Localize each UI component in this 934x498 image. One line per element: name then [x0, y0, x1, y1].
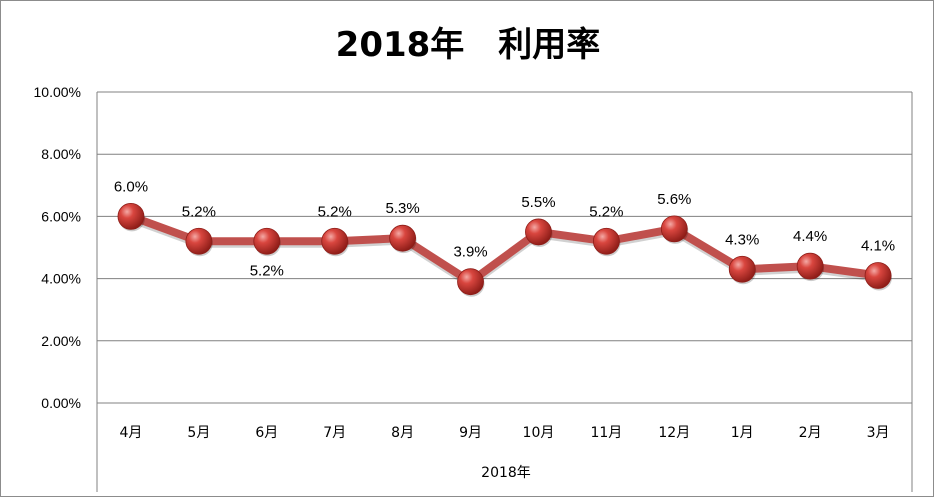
- data-point: [796, 252, 824, 280]
- x-tick-label: 7月: [323, 425, 346, 441]
- series-line: [126, 212, 883, 289]
- data-label: 3.9%: [453, 244, 487, 261]
- series-markers: [117, 202, 893, 297]
- y-tick-label: 6.00%: [41, 208, 81, 224]
- x-tick-label: 1月: [731, 425, 754, 441]
- y-tick-label: 10.00%: [34, 84, 81, 100]
- data-point: [117, 202, 145, 230]
- data-point: [525, 218, 552, 246]
- data-point: [389, 224, 417, 252]
- data-label: 5.2%: [182, 203, 216, 220]
- y-axis-ticks: 0.00% 2.00% 4.00% 6.00% 8.00% 10.00%: [34, 84, 81, 411]
- x-tick-label: 5月: [187, 425, 210, 441]
- x-tick-label: 9月: [459, 425, 482, 441]
- data-label: 5.2%: [318, 203, 352, 220]
- x-tick-label: 4月: [119, 425, 142, 441]
- x-tick-label: 8月: [391, 425, 414, 441]
- x-tick-label: 12月: [658, 425, 690, 441]
- data-point: [253, 227, 281, 255]
- y-tick-label: 4.00%: [41, 271, 81, 287]
- data-label: 5.2%: [250, 262, 284, 279]
- data-labels: 6.0% 5.2% 5.2% 5.2% 5.3% 3.9% 5.5% 5.2% 5.6% 4.3%…: [114, 178, 895, 279]
- y-tick-label: 8.00%: [41, 146, 81, 162]
- data-label: 5.6%: [657, 191, 691, 208]
- data-point: [321, 227, 349, 255]
- series-line-shadow: [129, 214, 879, 289]
- x-tick-label: 10月: [523, 425, 555, 441]
- x-tick-label: 3月: [867, 425, 890, 441]
- gridlines: [96, 91, 913, 492]
- data-point: [660, 215, 688, 243]
- chart-title: 2018年 利用率: [336, 25, 601, 65]
- y-tick-label: 0.00%: [41, 395, 81, 411]
- data-point: [592, 227, 620, 255]
- data-label: 5.5%: [521, 194, 555, 211]
- data-label: 6.0%: [114, 178, 148, 195]
- data-point: [457, 268, 484, 296]
- data-point: [185, 227, 213, 255]
- data-point: [728, 255, 756, 283]
- x-tick-label: 11月: [590, 425, 622, 441]
- x-tick-label: 2月: [799, 425, 822, 441]
- x-tick-label: 6月: [255, 425, 278, 441]
- data-label: 5.2%: [589, 203, 623, 220]
- data-label: 5.3%: [386, 200, 420, 217]
- data-label: 4.3%: [725, 231, 759, 248]
- data-label: 4.1%: [861, 237, 895, 254]
- x-axis-ticks: 4月 5月 6月 7月 8月 9月 10月 11月 12月 1月 2月 3月: [119, 425, 889, 441]
- x-axis-title: 2018年: [481, 465, 531, 481]
- y-tick-label: 2.00%: [41, 333, 81, 349]
- data-point: [864, 262, 892, 289]
- data-label: 4.4%: [793, 228, 827, 245]
- series-line-path: [126, 212, 883, 286]
